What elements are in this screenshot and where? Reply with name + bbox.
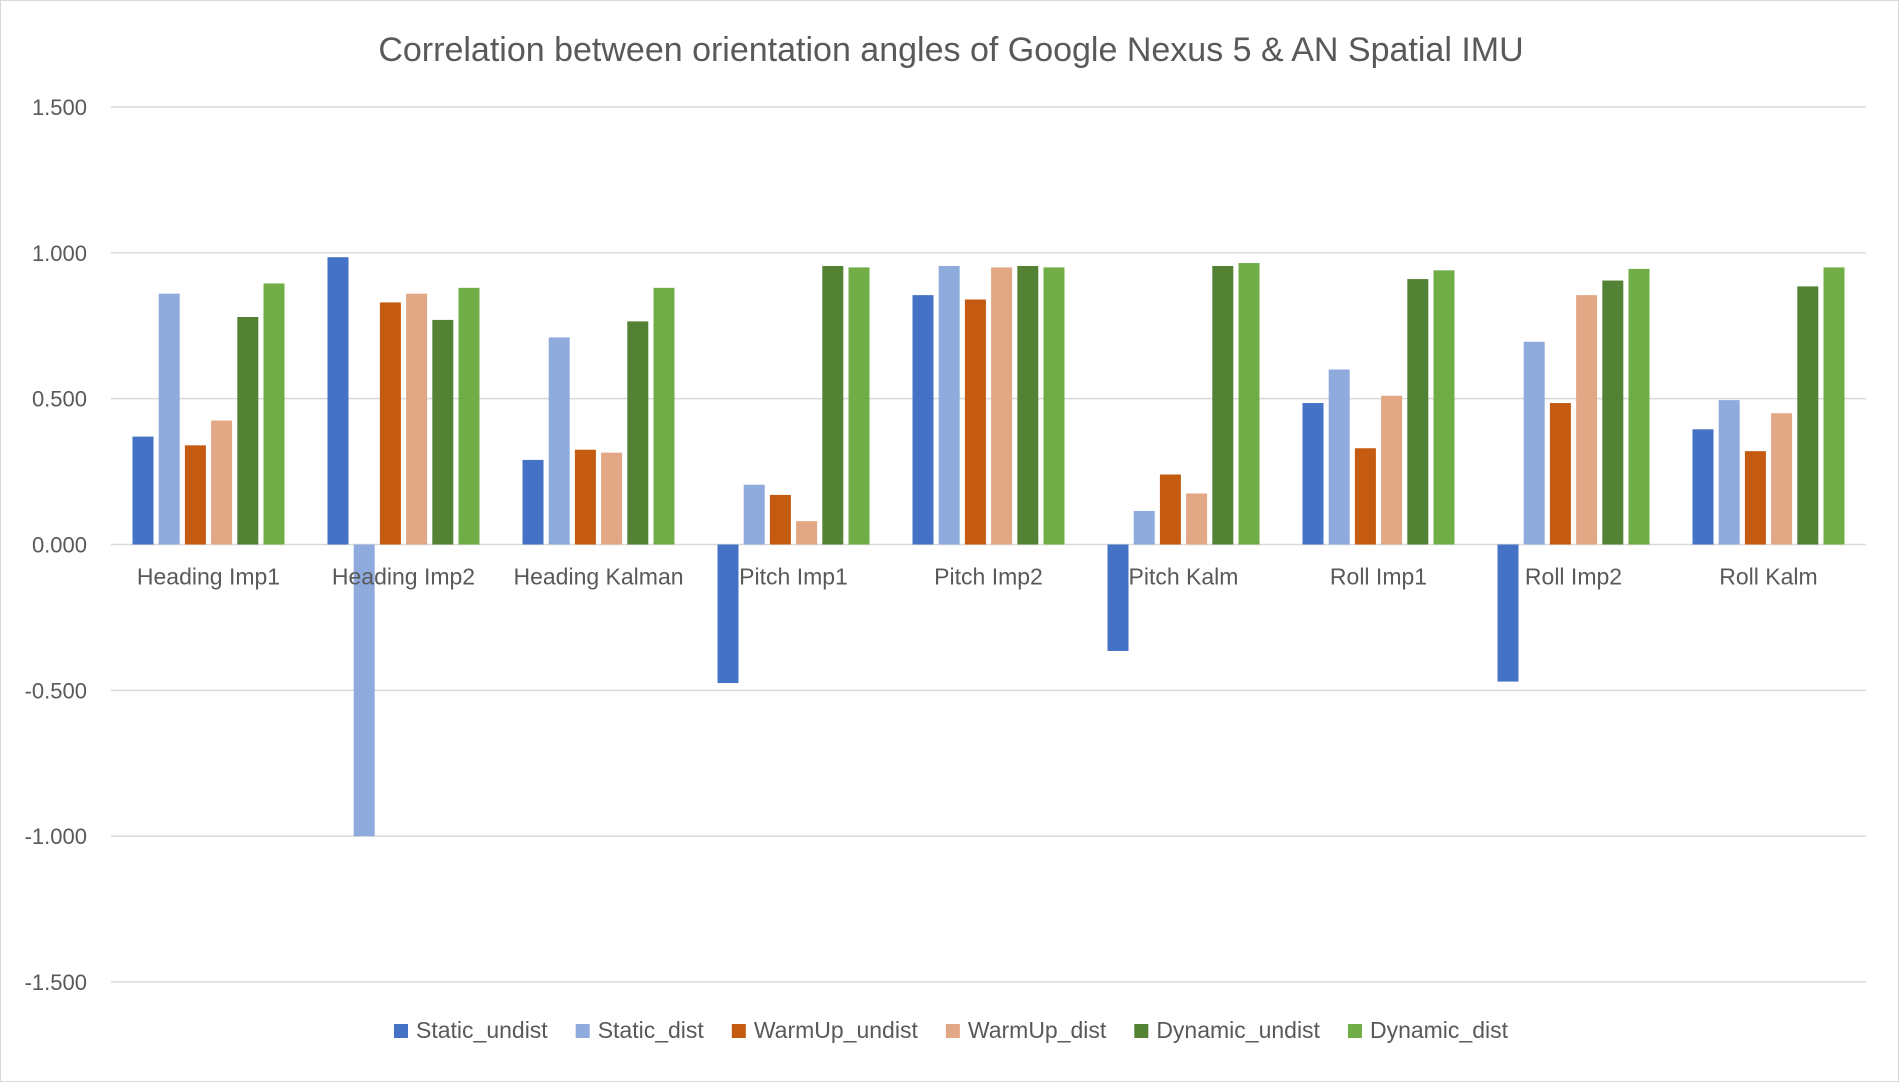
x-category-label: Pitch Imp1 bbox=[739, 564, 848, 590]
bar bbox=[1797, 286, 1819, 545]
bar bbox=[1238, 263, 1260, 545]
bar bbox=[327, 257, 349, 545]
bar bbox=[1692, 429, 1714, 545]
bar bbox=[1771, 413, 1793, 545]
bar bbox=[1043, 267, 1065, 545]
bar bbox=[1602, 280, 1624, 545]
x-category-label: Pitch Imp2 bbox=[934, 564, 1043, 590]
legend-swatch bbox=[394, 1024, 408, 1038]
bars bbox=[132, 257, 1845, 837]
bar bbox=[1186, 493, 1208, 545]
legend-swatch bbox=[731, 1024, 746, 1038]
bar bbox=[743, 484, 765, 545]
bar bbox=[1302, 403, 1324, 545]
y-tick-label: 1.500 bbox=[32, 95, 87, 120]
legend-swatch bbox=[575, 1024, 590, 1038]
bar bbox=[1328, 369, 1350, 545]
bar bbox=[184, 445, 206, 545]
y-tick-label: -0.500 bbox=[25, 678, 87, 703]
y-axis-tick-labels: 1.500 1.000 0.500 0.000 -0.500 -1.000 -1.500 bbox=[25, 95, 87, 995]
bar bbox=[1107, 544, 1129, 651]
bar bbox=[1823, 267, 1845, 545]
x-category-label: Roll Kalm bbox=[1719, 564, 1817, 590]
legend-swatch bbox=[1347, 1024, 1362, 1038]
bar bbox=[717, 544, 739, 684]
y-tick-label: -1.500 bbox=[25, 970, 87, 995]
x-category-label: Roll Imp1 bbox=[1330, 564, 1427, 590]
bar bbox=[132, 436, 154, 545]
y-tick-label: 0.500 bbox=[32, 387, 87, 412]
legend-label: WarmUp_dist bbox=[968, 1017, 1107, 1043]
bar bbox=[653, 287, 675, 545]
x-axis-category-labels: Heading Imp1 Heading Imp2 Heading Kalman Pi… bbox=[137, 564, 1818, 590]
y-tick-label: 1.000 bbox=[32, 241, 87, 266]
bar bbox=[769, 494, 791, 545]
bar bbox=[353, 544, 375, 837]
legend-label: WarmUp_undist bbox=[754, 1017, 919, 1043]
bar bbox=[263, 283, 285, 545]
x-category-label: Heading Imp1 bbox=[137, 564, 280, 590]
x-category-label: Roll Imp2 bbox=[1525, 564, 1622, 590]
bar bbox=[627, 321, 649, 545]
bar bbox=[574, 449, 596, 545]
bar bbox=[432, 319, 454, 545]
bar bbox=[1133, 510, 1155, 545]
bar bbox=[796, 521, 818, 545]
x-category-label: Pitch Kalm bbox=[1129, 564, 1239, 590]
bar bbox=[1212, 265, 1234, 545]
legend-label: Dynamic_dist bbox=[1370, 1017, 1509, 1043]
bar bbox=[1497, 544, 1519, 682]
bar bbox=[912, 295, 934, 545]
legend: Static_undist Static_dist WarmUp_undist War… bbox=[394, 1017, 1509, 1043]
bar bbox=[1159, 474, 1181, 545]
bar bbox=[938, 265, 960, 545]
legend-label: Dynamic_undist bbox=[1156, 1017, 1320, 1043]
gridlines bbox=[111, 106, 1866, 983]
bar bbox=[406, 293, 428, 545]
bar bbox=[1433, 270, 1455, 545]
bar bbox=[1549, 403, 1571, 545]
bar bbox=[522, 459, 544, 545]
bar bbox=[211, 420, 233, 545]
legend-swatch bbox=[945, 1024, 960, 1038]
legend-label: Static_dist bbox=[598, 1017, 705, 1043]
bar bbox=[822, 265, 844, 545]
bar bbox=[158, 293, 180, 545]
bar bbox=[1628, 268, 1650, 545]
x-category-label: Heading Kalman bbox=[513, 564, 683, 590]
y-tick-label: 0.000 bbox=[32, 533, 87, 558]
x-category-label: Heading Imp2 bbox=[332, 564, 475, 590]
bar bbox=[1576, 295, 1598, 545]
bar bbox=[1017, 265, 1039, 545]
bar bbox=[1744, 451, 1766, 545]
legend-swatch bbox=[1134, 1024, 1149, 1038]
y-tick-label: -1.000 bbox=[25, 824, 87, 849]
chart-title: Correlation between orientation angles o… bbox=[378, 31, 1523, 69]
bar bbox=[1354, 448, 1376, 545]
legend-label: Static_undist bbox=[416, 1017, 548, 1043]
bar bbox=[1523, 341, 1545, 545]
bar bbox=[1718, 400, 1740, 545]
bar bbox=[548, 337, 570, 545]
bar bbox=[1407, 279, 1429, 545]
bar bbox=[601, 452, 623, 545]
bar bbox=[458, 287, 480, 545]
bar bbox=[1381, 395, 1403, 545]
bar bbox=[848, 267, 870, 545]
bar bbox=[237, 317, 259, 545]
bar bbox=[964, 299, 986, 545]
bar bbox=[991, 267, 1013, 545]
bar bbox=[379, 302, 401, 545]
